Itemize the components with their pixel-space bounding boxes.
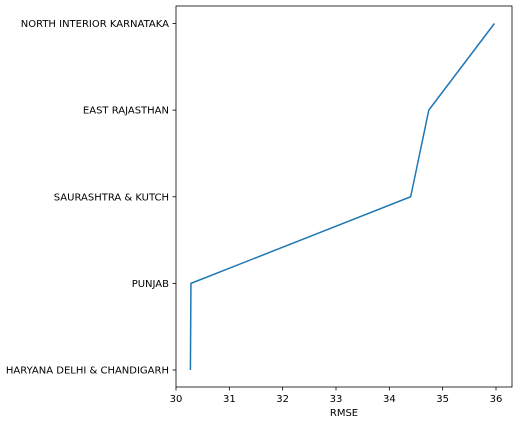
series-line (189, 23, 495, 371)
y-tick-label: NORTH INTERIOR KARNATAKA (21, 19, 169, 30)
plot-area-frame (175, 5, 513, 388)
x-tick-label: 31 (223, 394, 236, 405)
x-tick-label: 35 (436, 394, 449, 405)
y-tick-label: PUNJAB (132, 279, 169, 290)
x-tick-label: 34 (383, 394, 396, 405)
x-tick-label: 33 (330, 394, 343, 405)
y-tick-label: EAST RAJASTHAN (83, 106, 169, 117)
x-tick-label: 30 (170, 394, 183, 405)
series-group (189, 23, 495, 371)
x-tick-label: 32 (276, 394, 289, 405)
y-tick-label: HARYANA DELHI & CHANDIGARH (6, 366, 169, 377)
y-axis-ticks: HARYANA DELHI & CHANDIGARH PUNJAB SAURASHT… (6, 19, 176, 377)
x-tick-label: 36 (490, 394, 503, 405)
y-tick-label: SAURASHTRA & KUTCH (54, 192, 169, 203)
x-axis-ticks: 30 31 32 33 34 35 36 (170, 387, 503, 405)
x-axis-label: RMSE (330, 408, 358, 419)
